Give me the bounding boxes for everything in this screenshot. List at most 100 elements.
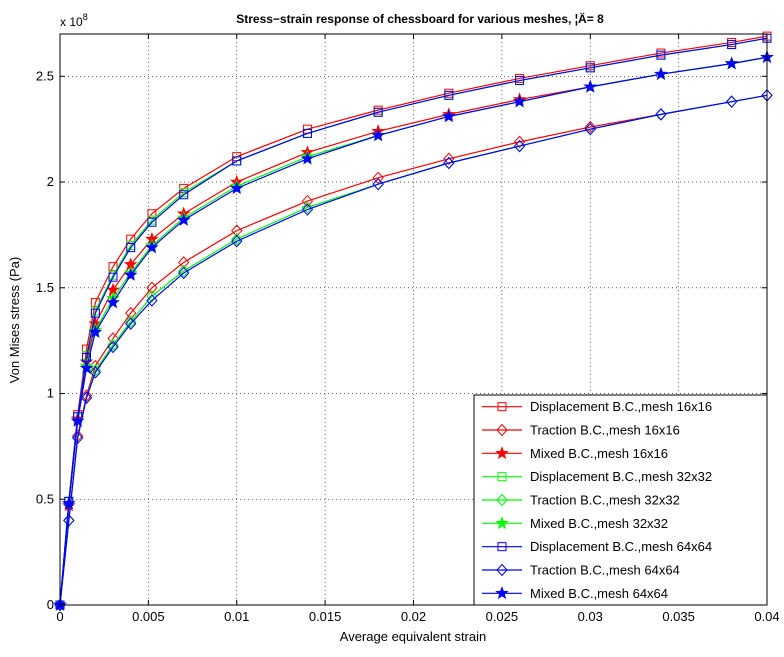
data-point bbox=[70, 413, 85, 427]
data-point bbox=[107, 340, 119, 354]
data-point bbox=[147, 217, 157, 227]
legend-label: Mixed B.C.,mesh 64x64 bbox=[530, 586, 668, 601]
data-point bbox=[727, 40, 737, 50]
data-point bbox=[146, 294, 158, 307]
data-point bbox=[80, 391, 93, 404]
legend-label: Mixed B.C.,mesh 32x32 bbox=[530, 516, 668, 531]
legend-item: Traction B.C.,mesh 16x16 bbox=[482, 423, 680, 438]
data-point bbox=[300, 151, 315, 165]
data-point bbox=[179, 190, 189, 200]
data-point bbox=[126, 243, 136, 253]
data-point bbox=[513, 135, 526, 149]
y-tick-label: 1 bbox=[47, 386, 54, 401]
data-point bbox=[584, 120, 596, 134]
data-point bbox=[301, 201, 314, 214]
legend-item: Displacement B.C.,mesh 16x16 bbox=[482, 399, 712, 414]
legend-marker bbox=[495, 586, 509, 600]
data-point bbox=[512, 94, 527, 108]
data-point bbox=[90, 308, 100, 318]
legend-label: Mixed B.C.,mesh 16x16 bbox=[530, 446, 668, 461]
y-tick-label: 2 bbox=[47, 174, 54, 189]
y-tick-label: 0 bbox=[47, 597, 54, 612]
legend-marker bbox=[496, 563, 508, 577]
y-axis-label: Von Mises stress (Pa) bbox=[7, 257, 22, 383]
data-point bbox=[301, 194, 314, 208]
data-point bbox=[178, 266, 190, 280]
data-point bbox=[89, 366, 102, 379]
data-point bbox=[443, 156, 455, 170]
x-tick-label: 0.005 bbox=[132, 609, 165, 624]
data-point bbox=[515, 76, 525, 86]
tick-layer: 0 0.005 0.01 0.015 0.02 0.025 0.03 0.035 0.04 0 0.… bbox=[36, 34, 780, 624]
data-point bbox=[585, 63, 595, 73]
x-tick-label: 0.035 bbox=[662, 609, 695, 624]
legend-label: Traction B.C.,mesh 32x32 bbox=[530, 493, 680, 508]
data-point bbox=[231, 235, 243, 248]
data-point bbox=[79, 360, 94, 374]
data-point bbox=[302, 128, 312, 138]
legend-item: Traction B.C.,mesh 64x64 bbox=[482, 563, 680, 578]
legend-marker bbox=[496, 423, 508, 437]
y-tick-label: 2.5 bbox=[36, 68, 54, 83]
data-point bbox=[178, 264, 190, 278]
y-tick-label: 1.5 bbox=[36, 280, 54, 295]
data-point bbox=[71, 431, 84, 445]
data-point bbox=[146, 289, 158, 303]
x-tick-label: 0.025 bbox=[486, 609, 519, 624]
legend-label: Traction B.C.,mesh 16x16 bbox=[530, 423, 680, 438]
legend-item: Mixed B.C.,mesh 32x32 bbox=[482, 516, 668, 531]
y-tick-label: 0.5 bbox=[36, 491, 54, 506]
y-exponent-power: 8 bbox=[83, 12, 88, 22]
x-tick-label: 0.01 bbox=[224, 609, 249, 624]
data-point bbox=[584, 122, 596, 136]
data-point bbox=[724, 56, 739, 70]
legend-marker bbox=[495, 516, 509, 530]
data-point bbox=[443, 152, 455, 166]
legend-item: Mixed B.C.,mesh 16x16 bbox=[482, 446, 668, 461]
data-point bbox=[372, 171, 384, 185]
data-point bbox=[301, 203, 314, 216]
y-exponent-base: x 10 bbox=[60, 15, 83, 29]
data-point bbox=[373, 107, 383, 117]
legend-items: Displacement B.C.,mesh 16x16 Traction B.C… bbox=[482, 399, 712, 601]
data-point bbox=[656, 50, 666, 60]
legend-marker bbox=[497, 472, 507, 482]
x-axis-label: Average equivalent strain bbox=[340, 629, 486, 644]
data-point bbox=[108, 272, 118, 282]
series-line bbox=[59, 94, 768, 606]
data-point bbox=[232, 156, 242, 166]
legend-marker bbox=[497, 542, 507, 552]
x-tick-label: 0.03 bbox=[578, 609, 603, 624]
data-point bbox=[229, 181, 244, 195]
series-line bbox=[59, 56, 768, 606]
data-point bbox=[725, 95, 738, 108]
legend-label: Displacement B.C.,mesh 64x64 bbox=[530, 539, 712, 554]
x-tick-label: 0.015 bbox=[309, 609, 342, 624]
data-point bbox=[63, 514, 75, 527]
data-point bbox=[231, 232, 243, 246]
legend-label: Displacement B.C.,mesh 32x32 bbox=[530, 469, 712, 484]
legend-label: Displacement B.C.,mesh 16x16 bbox=[530, 399, 712, 414]
chart-title: Stress−strain response of chessboard for… bbox=[236, 11, 604, 26]
data-point bbox=[123, 267, 138, 281]
x-tick-label: 0.02 bbox=[401, 609, 426, 624]
data-point bbox=[583, 79, 598, 93]
y-axis-exponent: x 108 bbox=[60, 12, 88, 29]
legend-item: Mixed B.C.,mesh 64x64 bbox=[482, 586, 668, 601]
data-point bbox=[176, 212, 191, 226]
legend: Displacement B.C.,mesh 16x16 Traction B.C… bbox=[473, 394, 768, 606]
x-tick-label: 0 bbox=[56, 609, 63, 624]
data-point bbox=[655, 108, 667, 121]
series-9 bbox=[53, 50, 774, 611]
data-point bbox=[654, 67, 668, 80]
series-layer bbox=[53, 31, 774, 612]
data-point bbox=[371, 128, 385, 142]
data-point bbox=[442, 109, 456, 123]
legend-marker bbox=[497, 402, 507, 412]
data-point bbox=[444, 90, 454, 100]
data-point bbox=[62, 496, 76, 510]
legend-item: Displacement B.C.,mesh 64x64 bbox=[482, 539, 712, 554]
legend-marker bbox=[496, 493, 508, 507]
